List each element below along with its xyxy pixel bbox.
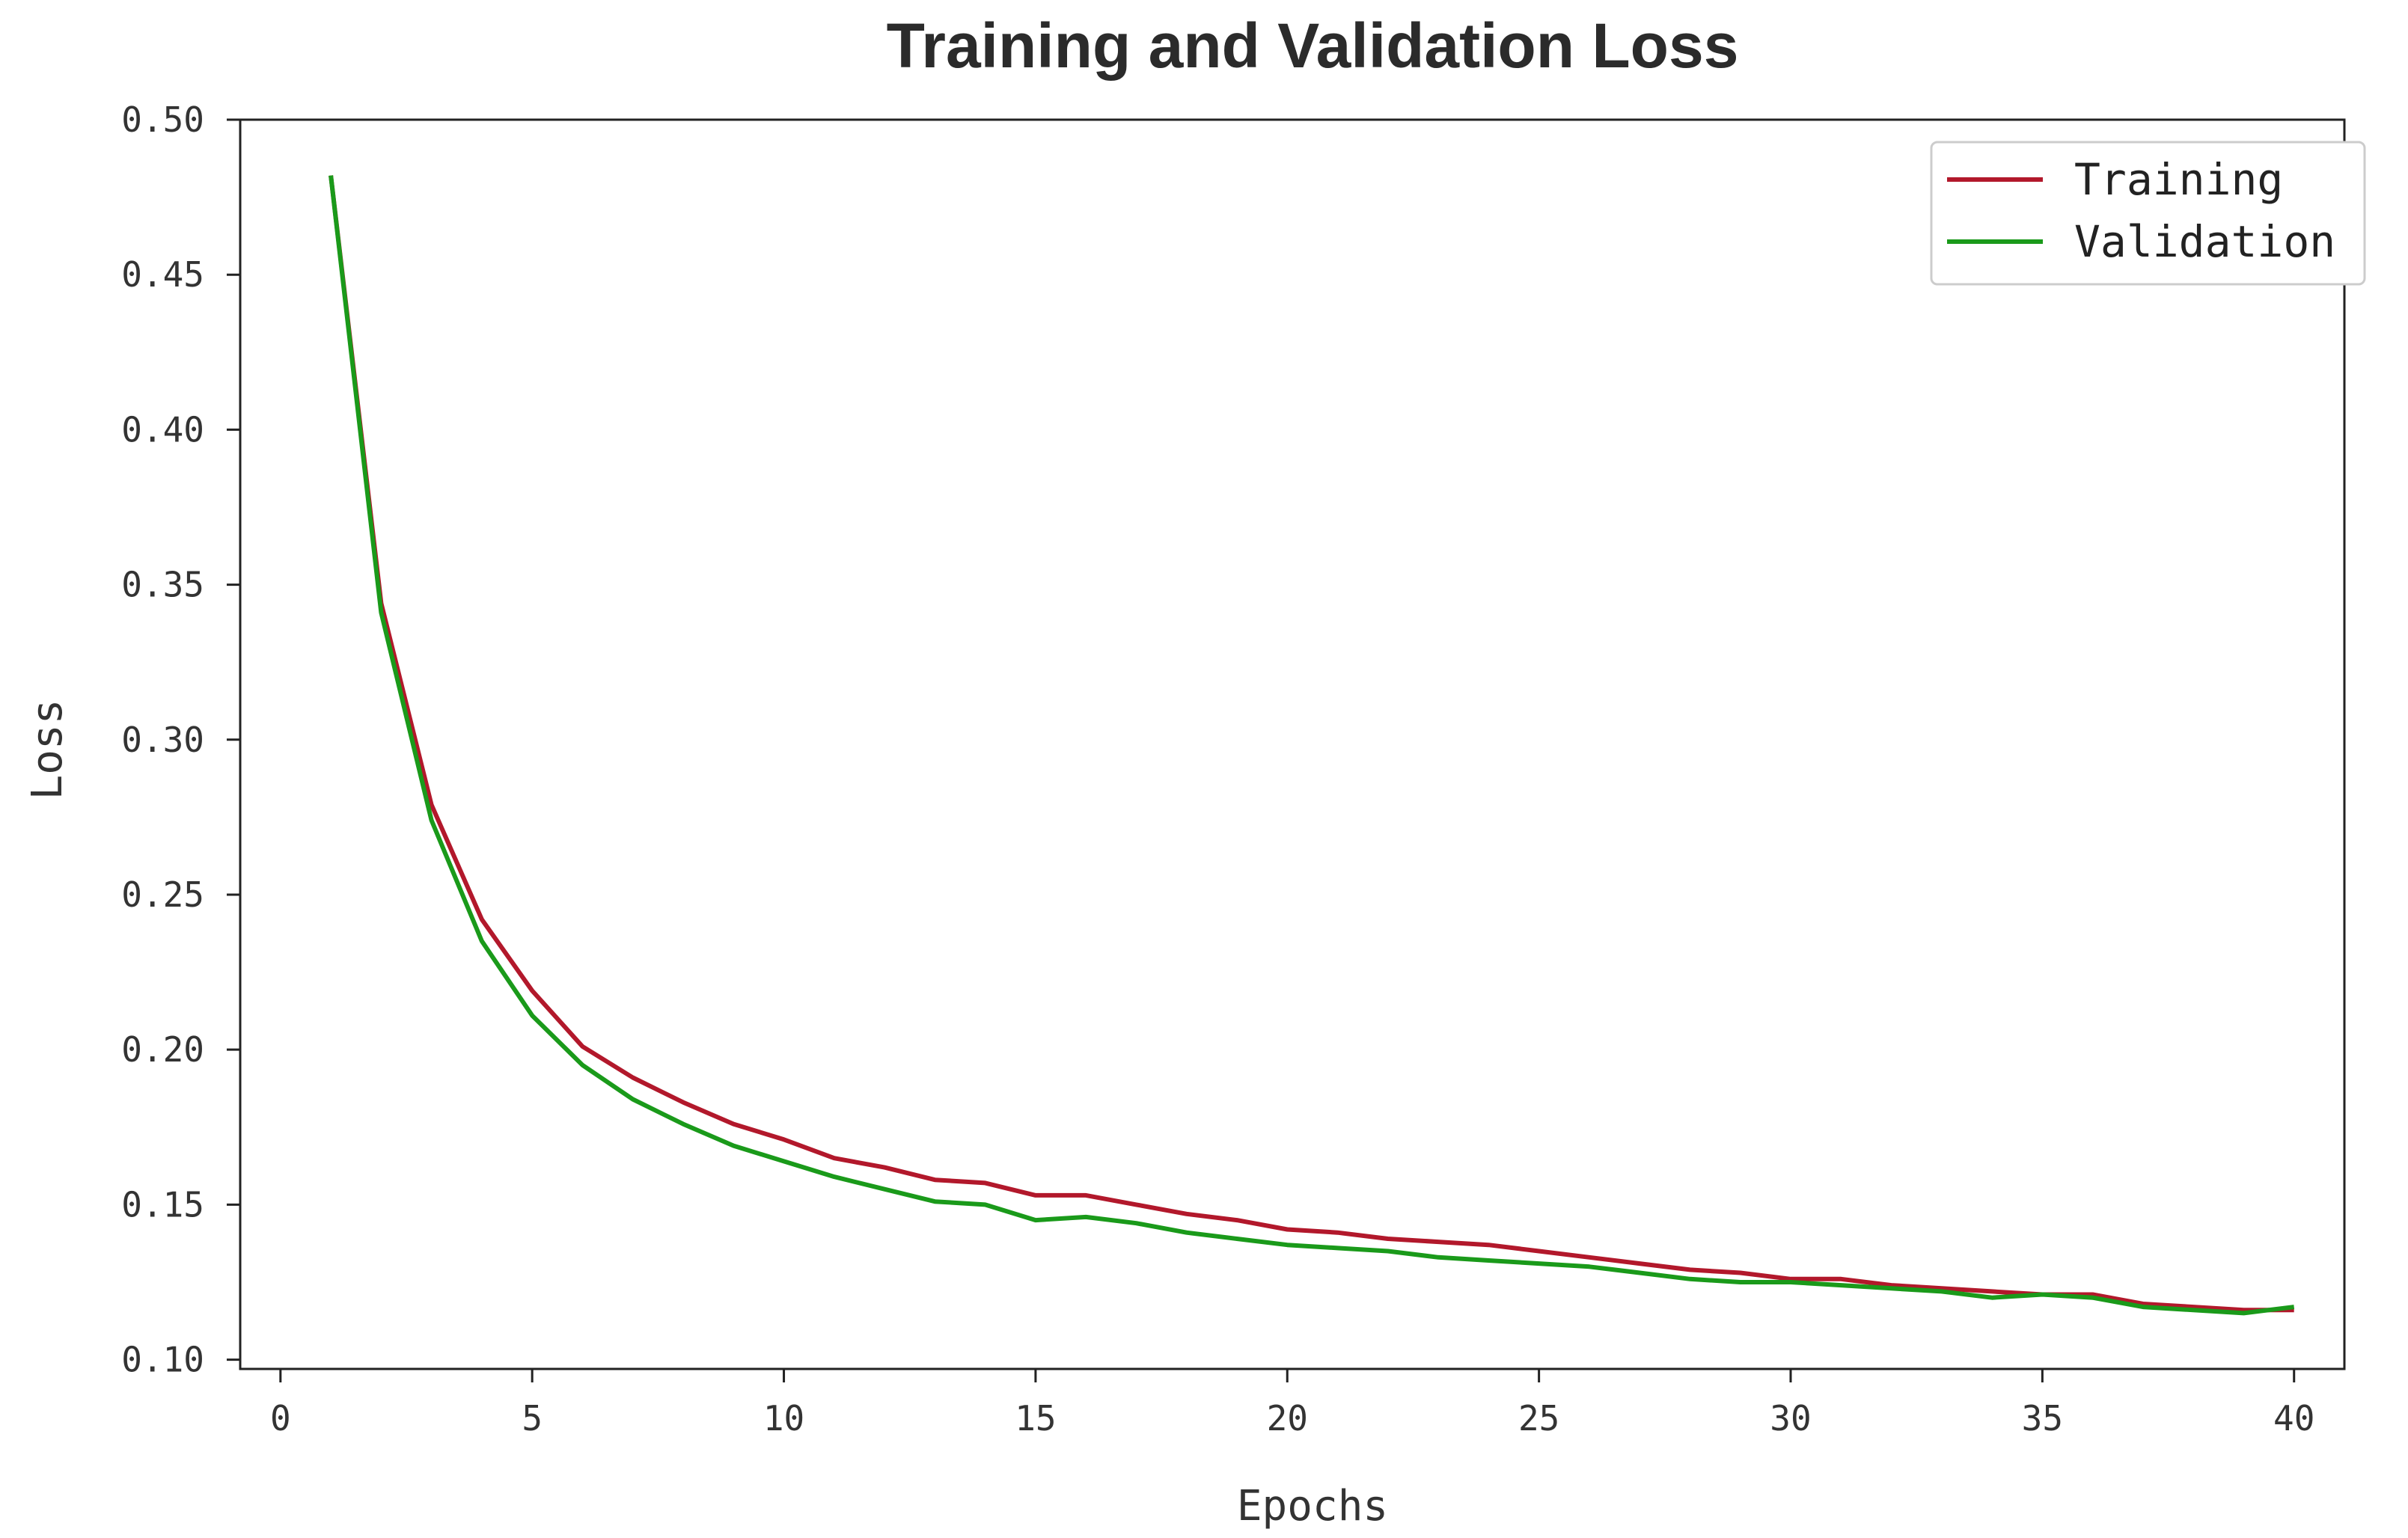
- y-axis-label: Loss: [23, 699, 72, 800]
- y-tick-label: 0.10: [121, 1340, 204, 1380]
- x-tick-label: 0: [270, 1398, 291, 1439]
- x-axis: 0 5 10 15 20 25 30 35 40: [270, 1369, 2314, 1439]
- series-line-validation: [328, 175, 2295, 1316]
- legend-label-validation: Validation: [2074, 216, 2335, 267]
- y-tick-label: 0.35: [121, 565, 204, 605]
- y-tick-label: 0.40: [121, 409, 204, 450]
- x-tick-label: 35: [2022, 1398, 2063, 1439]
- x-tick-label: 30: [1770, 1398, 1811, 1439]
- x-tick-label: 5: [522, 1398, 543, 1439]
- series-line-training: [328, 175, 2294, 1313]
- y-tick-label: 0.20: [121, 1029, 204, 1070]
- x-tick-label: 10: [763, 1398, 804, 1439]
- chart-title: Training and Validation Loss: [887, 10, 1739, 81]
- x-tick-label: 25: [1518, 1398, 1559, 1439]
- x-tick-label: 40: [2273, 1398, 2314, 1439]
- x-axis-label: Epochs: [1237, 1482, 1388, 1531]
- legend-label-training: Training: [2074, 154, 2283, 205]
- y-tick-label: 0.45: [121, 254, 204, 295]
- y-tick-label: 0.25: [121, 874, 204, 915]
- y-tick-label: 0.50: [121, 99, 204, 140]
- plot-area: [239, 118, 2346, 1370]
- legend: Training Validation: [1930, 141, 2366, 286]
- x-tick-label: 20: [1267, 1398, 1308, 1439]
- y-tick-label: 0.30: [121, 720, 204, 760]
- y-tick-label: 0.15: [121, 1184, 204, 1225]
- x-tick-label: 15: [1015, 1398, 1056, 1439]
- y-axis: 0.10 0.15 0.20 0.25 0.30 0.35 0.40 0.45 0.50: [121, 99, 240, 1380]
- series-layer: [328, 175, 2295, 1316]
